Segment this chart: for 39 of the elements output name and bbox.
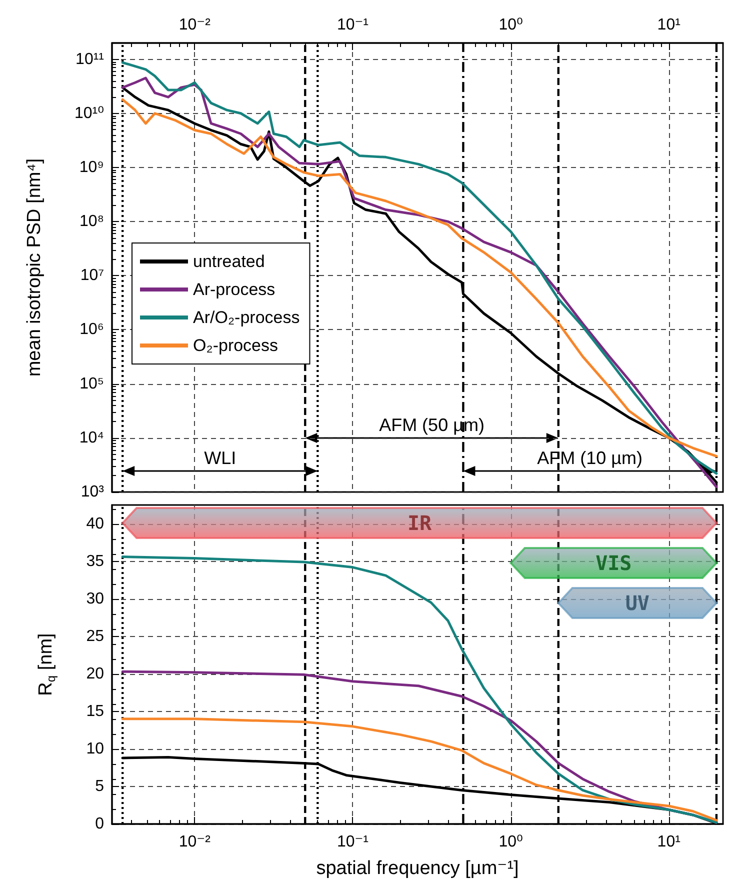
y-tick-label: 0 — [95, 816, 104, 832]
y-axis-title: mean isotropic PSD [nm⁴] — [24, 158, 45, 377]
annotation: WLI — [204, 448, 236, 468]
x-tick-label: 10⁰ — [498, 16, 523, 34]
x-tick-label: 10⁰ — [498, 834, 523, 850]
legend-label: Ar/O₂-process — [193, 308, 300, 327]
x-tick-label: 10⁻¹ — [336, 16, 369, 34]
y-tick-label: 10⁷ — [80, 267, 104, 284]
legend-label: untreated — [193, 252, 265, 271]
legend-label: O₂-process — [193, 336, 278, 355]
y-axis-title: Rq [nm] — [36, 633, 58, 696]
y-tick-label: 40 — [86, 515, 104, 532]
y-tick-label: 10 — [86, 740, 104, 758]
legend-label: Ar-process — [193, 280, 276, 299]
y-tick-label: 10⁵ — [80, 375, 104, 392]
y-tick-label: 15 — [86, 702, 104, 720]
x-tick-label: 10⁻¹ — [336, 834, 369, 850]
y-tick-label: 25 — [86, 628, 104, 645]
band-label: IR — [407, 511, 433, 535]
y-tick-label: 10⁴ — [79, 429, 104, 446]
x-axis-title: spatial frequency [µm⁻¹] — [316, 858, 519, 879]
y-tick-label: 35 — [86, 552, 104, 570]
x-tick-label: 10¹ — [657, 16, 680, 34]
annotation: AFM (10 µm) — [537, 448, 643, 468]
y-tick-label: 10¹¹ — [76, 50, 104, 68]
y-tick-label: 10⁹ — [79, 158, 104, 176]
band-label: VIS — [596, 551, 632, 575]
annotation: AFM (50 µm) — [379, 415, 484, 435]
y-tick-label: 10⁶ — [80, 321, 104, 338]
x-tick-label: 10¹ — [657, 834, 680, 850]
band-label: UV — [625, 591, 650, 615]
y-tick-label: 5 — [95, 778, 104, 795]
y-tick-label: 10³ — [80, 484, 105, 500]
y-tick-label: 30 — [86, 590, 104, 608]
y-tick-label: 10⁸ — [79, 213, 104, 230]
y-tick-label: 20 — [86, 665, 104, 682]
y-tick-label: 10¹⁰ — [74, 104, 104, 122]
x-tick-label: 10⁻² — [178, 16, 212, 34]
x-tick-label: 10⁻² — [178, 834, 212, 850]
